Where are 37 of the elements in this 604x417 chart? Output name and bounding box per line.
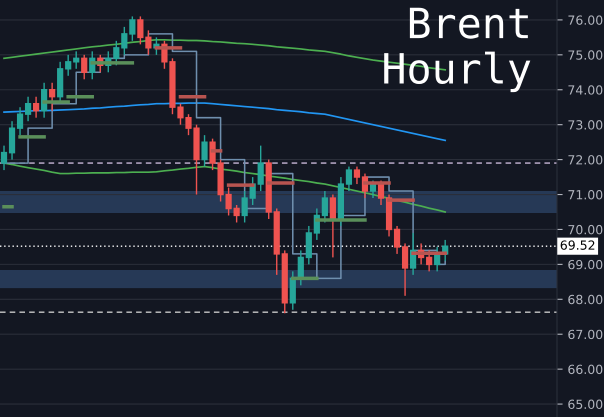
- y-tick-label: 67.00: [568, 330, 602, 340]
- candlestick: [330, 194, 336, 258]
- y-tick-label: 68.00: [568, 294, 602, 304]
- y-tick-label: 74.00: [568, 85, 602, 95]
- y-tick-label: 71.00: [568, 190, 602, 200]
- candlestick: [346, 166, 352, 192]
- candlestick: [0, 144, 8, 171]
- y-tick-label: 75.00: [568, 50, 602, 60]
- candlestick: [234, 204, 240, 224]
- candlestick: [322, 190, 328, 224]
- candlestick: [129, 16, 136, 42]
- candlestick: [394, 225, 400, 255]
- candlestick: [434, 246, 440, 272]
- candlestick: [145, 30, 152, 56]
- candlestick: [185, 114, 192, 136]
- y-tick-label: 69.00: [568, 260, 602, 270]
- candlestick: [354, 166, 360, 185]
- candlestick: [402, 242, 408, 297]
- candlestick: [32, 96, 40, 118]
- candlestick: [201, 134, 208, 168]
- candlestick: [24, 96, 32, 122]
- y-tick-label: 70.00: [568, 224, 602, 234]
- candlestick: [426, 250, 432, 272]
- y-tick-label: 65.00: [568, 400, 602, 410]
- candlestick: [81, 54, 88, 80]
- candlestick: [177, 103, 184, 126]
- candlestick: [49, 82, 56, 112]
- candlestick: [16, 106, 24, 136]
- y-tick-label: 76.00: [568, 15, 602, 25]
- y-tick-label: 73.00: [568, 120, 602, 130]
- candlestick: [378, 180, 384, 206]
- y-tick-label: 66.00: [568, 364, 602, 374]
- ref-line-label: 69.52: [560, 240, 594, 250]
- candlestick: [226, 186, 232, 216]
- candlestick: [137, 16, 144, 46]
- y-tick-label: 72.00: [568, 155, 602, 165]
- text: Brent Hourly: [384, 8, 530, 92]
